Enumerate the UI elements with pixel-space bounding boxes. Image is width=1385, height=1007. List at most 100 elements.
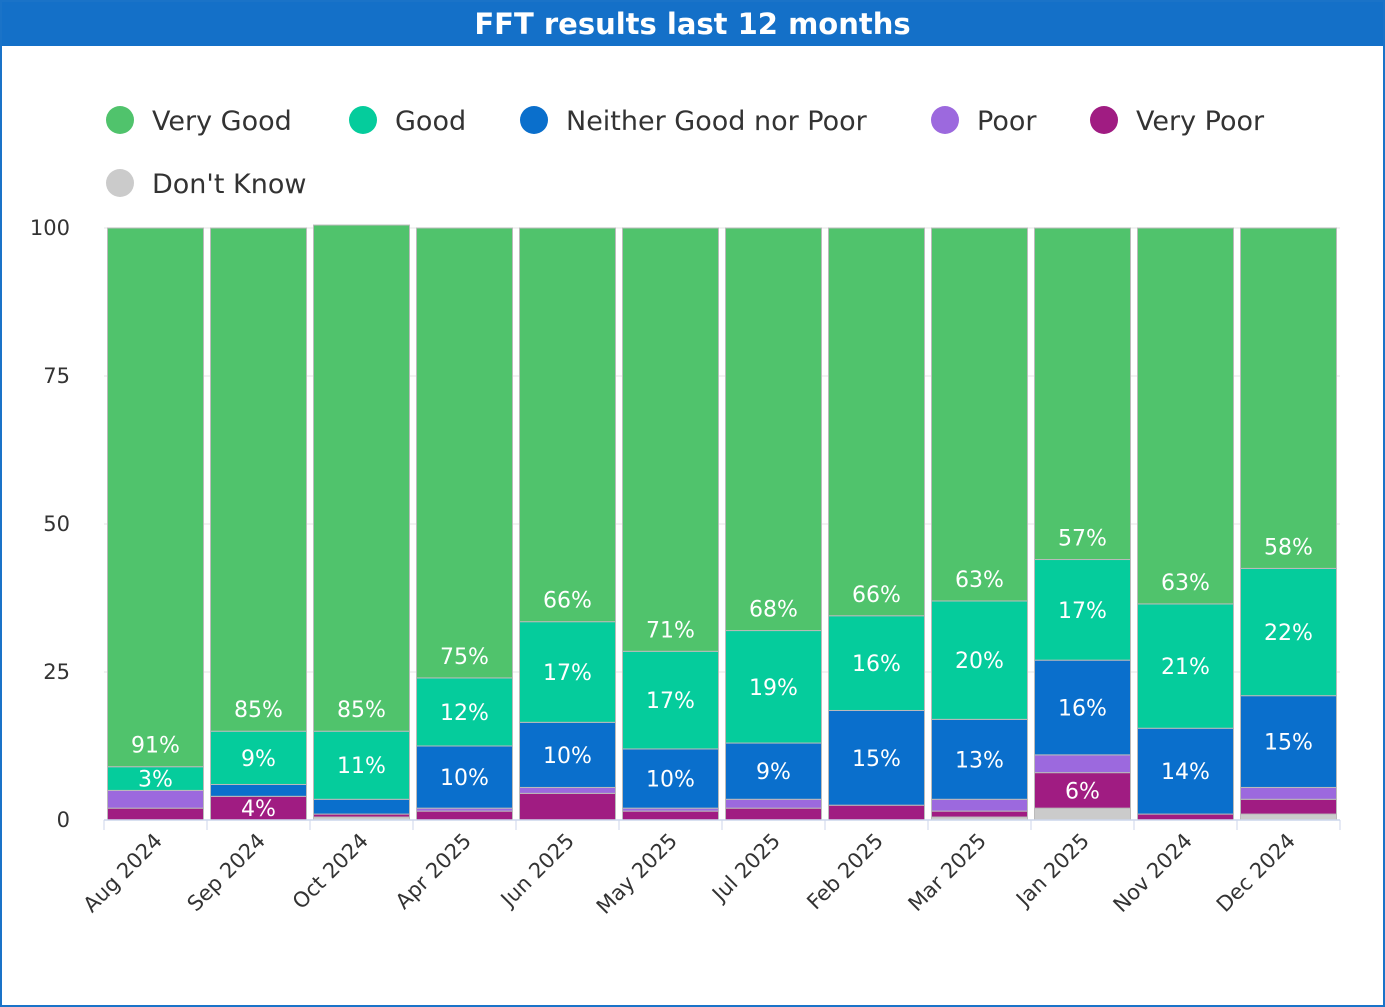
data-label: 15% — [1264, 731, 1313, 756]
bar-segment-very_good[interactable] — [210, 227, 307, 732]
data-label: 16% — [852, 652, 901, 677]
data-label: 63% — [1161, 571, 1210, 596]
data-label: 85% — [337, 698, 386, 723]
bar-oct-2024[interactable] — [313, 224, 410, 821]
x-tick-label: Oct 2024 — [288, 829, 373, 914]
bar-segment-very_poor[interactable] — [1240, 798, 1337, 815]
legend-item-poor[interactable]: Poor — [931, 106, 1037, 137]
bar-segment-very_good[interactable] — [519, 227, 616, 623]
data-label: 10% — [543, 744, 592, 769]
data-label: 22% — [1264, 621, 1313, 646]
bar-segment-neither[interactable] — [210, 783, 307, 797]
bar-segment-very_good[interactable] — [107, 227, 204, 768]
bar-segment-neither[interactable] — [931, 718, 1028, 800]
bar-segment-very_good[interactable] — [1137, 227, 1234, 605]
y-tick-label: 0 — [57, 808, 70, 832]
bar-segment-good[interactable] — [725, 630, 822, 744]
bar-aug-2024[interactable] — [107, 227, 204, 821]
bar-segment-dont_know[interactable] — [1240, 813, 1337, 821]
bar-segment-good[interactable] — [519, 621, 616, 723]
bar-segment-poor[interactable] — [931, 798, 1028, 812]
bar-segment-very_poor[interactable] — [416, 810, 513, 821]
bar-segment-very_good[interactable] — [416, 227, 513, 679]
bar-segment-very_poor[interactable] — [622, 810, 719, 821]
bar-jun-2025[interactable] — [519, 227, 616, 821]
bar-segment-very_poor[interactable] — [107, 807, 204, 821]
legend-marker — [1090, 106, 1118, 134]
data-label: 10% — [646, 768, 695, 793]
data-label: 19% — [749, 676, 798, 701]
legend-label: Very Poor — [1136, 106, 1265, 137]
bar-sep-2024[interactable] — [210, 227, 307, 821]
bar-segment-very_poor[interactable] — [828, 804, 925, 821]
bar-segment-good[interactable] — [416, 677, 513, 747]
bar-segment-good[interactable] — [1034, 559, 1131, 661]
bar-segment-very_good[interactable] — [622, 227, 719, 652]
bar-segment-very_poor[interactable] — [725, 807, 822, 821]
bar-apr-2025[interactable] — [416, 227, 513, 821]
data-label: 66% — [852, 583, 901, 608]
data-label: 91% — [131, 734, 180, 759]
y-tick-label: 50 — [43, 512, 70, 536]
data-label: 16% — [1058, 697, 1107, 722]
bar-segment-very_poor[interactable] — [931, 810, 1028, 818]
bar-segment-very_good[interactable] — [725, 227, 822, 632]
legend-marker — [931, 106, 959, 134]
bar-segment-poor[interactable] — [1240, 786, 1337, 800]
bar-segment-neither[interactable] — [313, 798, 410, 815]
bar-segment-very_good[interactable] — [1240, 227, 1337, 569]
bar-segment-good[interactable] — [1137, 603, 1234, 729]
bar-segment-poor[interactable] — [519, 786, 616, 794]
legend-item-very_poor[interactable]: Very Poor — [1090, 106, 1265, 137]
bar-segment-very_good[interactable] — [828, 227, 925, 617]
legend-item-neither[interactable]: Neither Good nor Poor — [520, 106, 868, 137]
bar-segment-very_poor[interactable] — [519, 792, 616, 821]
bar-segment-very_good[interactable] — [1034, 227, 1131, 561]
x-tick-label: Jul 2025 — [706, 829, 785, 908]
bar-segment-neither[interactable] — [519, 721, 616, 788]
legend-label: Don't Know — [152, 169, 306, 200]
legend-marker — [349, 106, 377, 134]
bar-jan-2025[interactable] — [1034, 227, 1131, 821]
chart-title: FFT results last 12 months — [2, 2, 1383, 46]
bar-segment-good[interactable] — [931, 600, 1028, 720]
x-tick-label: Sep 2024 — [183, 829, 270, 916]
legend: Very Good Good Neither Good nor Poor Poor Ve… — [106, 106, 1265, 200]
bar-segment-poor[interactable] — [107, 789, 204, 809]
data-label: 20% — [955, 649, 1004, 674]
data-label: 17% — [1058, 599, 1107, 624]
bar-segment-poor[interactable] — [725, 798, 822, 809]
bar-segment-good[interactable] — [622, 650, 719, 750]
data-label: 66% — [543, 589, 592, 614]
bar-nov-2024[interactable] — [1137, 227, 1234, 821]
bar-segment-good[interactable] — [313, 730, 410, 800]
bar-segment-neither[interactable] — [622, 748, 719, 809]
bar-segment-neither[interactable] — [828, 709, 925, 806]
bar-segment-very_poor[interactable] — [1137, 813, 1234, 821]
bar-segment-very_poor[interactable] — [1034, 772, 1131, 809]
bar-segment-neither[interactable] — [1034, 659, 1131, 756]
bar-segment-neither[interactable] — [1240, 695, 1337, 788]
bar-dec-2024[interactable] — [1240, 227, 1337, 821]
data-labels: 91% 3% 85% 9% 4% 85% 11% 75% 12% 10% 66% 17% 10% 71% 1… — [131, 527, 1313, 823]
bar-segment-very_good[interactable] — [313, 224, 410, 732]
x-tick-label: Mar 2025 — [904, 829, 992, 917]
bar-segment-good[interactable] — [828, 615, 925, 711]
bar-segment-neither[interactable] — [725, 742, 822, 800]
bar-segment-good[interactable] — [210, 730, 307, 785]
legend-item-good[interactable]: Good — [349, 106, 466, 137]
bar-may-2025[interactable] — [622, 227, 719, 821]
bar-segment-poor[interactable] — [1034, 754, 1131, 774]
bar-feb-2025[interactable] — [828, 227, 925, 821]
bar-mar-2025[interactable] — [931, 227, 1028, 821]
bar-segment-good[interactable] — [1240, 567, 1337, 697]
x-tick-label: Feb 2025 — [802, 829, 888, 915]
bar-segment-dont_know[interactable] — [1034, 807, 1131, 821]
legend-item-dont_know[interactable]: Don't Know — [106, 169, 306, 200]
bar-segment-very_good[interactable] — [931, 227, 1028, 602]
y-tick-label: 75 — [43, 364, 70, 388]
legend-item-very_good[interactable]: Very Good — [106, 106, 292, 137]
bar-jul-2025[interactable] — [725, 227, 822, 821]
bar-segment-neither[interactable] — [1137, 727, 1234, 815]
data-label: 58% — [1264, 535, 1313, 560]
